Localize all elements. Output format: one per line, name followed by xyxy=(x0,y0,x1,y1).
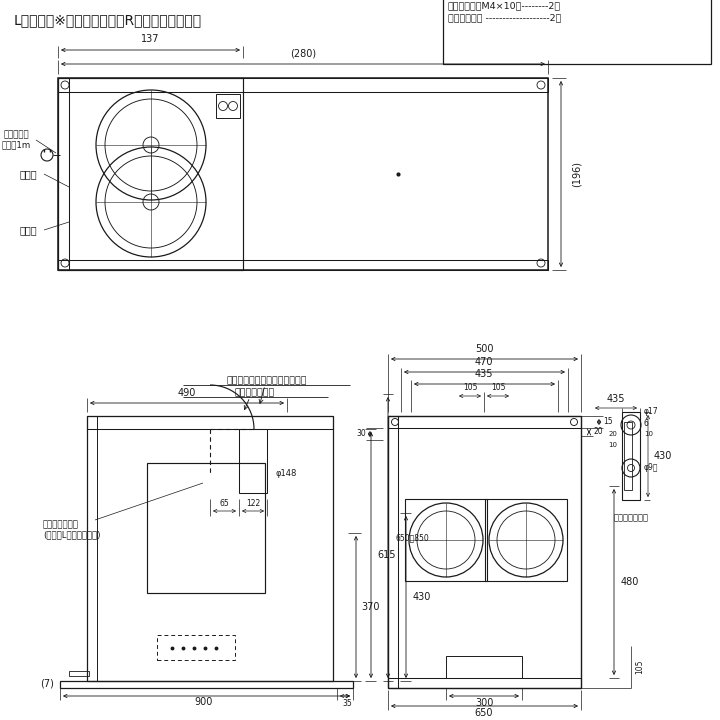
Bar xyxy=(405,499,487,581)
Text: (7): (7) xyxy=(40,679,54,689)
Text: 122: 122 xyxy=(246,499,260,508)
Text: 排気口: 排気口 xyxy=(19,225,37,235)
Text: 490: 490 xyxy=(178,388,196,398)
Bar xyxy=(485,499,567,581)
Text: 35: 35 xyxy=(342,699,352,708)
Bar xyxy=(87,416,97,681)
Bar xyxy=(58,78,69,270)
Text: 430: 430 xyxy=(654,451,672,461)
Text: 430: 430 xyxy=(413,592,431,602)
Bar xyxy=(388,416,581,688)
Text: 15: 15 xyxy=(603,418,613,426)
Text: 650～850: 650～850 xyxy=(395,534,428,542)
Bar xyxy=(388,416,581,428)
Text: φ148: φ148 xyxy=(275,469,297,479)
Text: トラスねじ（M4×10）--------2本: トラスねじ（M4×10）--------2本 xyxy=(448,1,561,11)
Bar xyxy=(443,0,711,64)
Text: 500: 500 xyxy=(474,344,493,354)
Bar xyxy=(58,260,548,270)
Bar xyxy=(87,416,333,429)
Text: 615: 615 xyxy=(377,550,395,560)
Text: (280): (280) xyxy=(290,48,316,58)
Text: 900: 900 xyxy=(195,697,213,707)
Text: 本体取付穴詳細: 本体取付穴詳細 xyxy=(613,513,649,522)
Text: (196): (196) xyxy=(572,161,582,187)
Bar xyxy=(60,681,353,688)
Text: 470: 470 xyxy=(474,357,493,367)
Text: 10: 10 xyxy=(644,431,653,437)
Text: ソフトテープ -------------------2本: ソフトテープ -------------------2本 xyxy=(448,14,562,22)
Text: 後方排気の場合
(別売品L形ダクト使用): 後方排気の場合 (別売品L形ダクト使用) xyxy=(43,521,101,540)
Text: φ9穴: φ9穴 xyxy=(644,464,659,472)
Text: φ17: φ17 xyxy=(644,408,659,416)
Text: 電源コード
機外長1m: 電源コード 機外長1m xyxy=(1,130,31,150)
Text: 給気口: 給気口 xyxy=(19,169,37,179)
Text: 137: 137 xyxy=(140,34,159,44)
Text: Lタイプ　※下記寸法以外はRタイプに準ずる。: Lタイプ ※下記寸法以外はRタイプに準ずる。 xyxy=(14,13,202,27)
Bar xyxy=(69,671,89,676)
Text: ダクトカバー吊金具取付穴位置: ダクトカバー吊金具取付穴位置 xyxy=(227,377,307,385)
Text: 10: 10 xyxy=(608,442,617,448)
Bar xyxy=(58,78,243,270)
Bar xyxy=(147,463,265,593)
Bar xyxy=(624,422,632,490)
Text: 本体取付穴位置: 本体取付穴位置 xyxy=(235,389,275,397)
Text: 435: 435 xyxy=(474,369,493,379)
Bar xyxy=(58,78,548,270)
Text: 370: 370 xyxy=(361,602,379,612)
Text: 65: 65 xyxy=(219,499,229,508)
Text: 105: 105 xyxy=(635,660,644,674)
Bar xyxy=(58,78,548,92)
Text: 480: 480 xyxy=(621,577,639,587)
Text: 20: 20 xyxy=(608,431,617,437)
Bar xyxy=(388,678,581,688)
Text: 435: 435 xyxy=(607,394,625,404)
Text: 300: 300 xyxy=(474,698,493,708)
Bar xyxy=(239,429,267,493)
Bar xyxy=(87,416,333,681)
Text: 20: 20 xyxy=(593,428,603,436)
Bar xyxy=(622,412,640,500)
Bar xyxy=(216,94,240,118)
Bar xyxy=(388,416,398,688)
Bar xyxy=(157,635,235,660)
Text: 105: 105 xyxy=(463,383,477,392)
Text: 650: 650 xyxy=(474,708,493,718)
Text: 105: 105 xyxy=(491,383,505,392)
Text: 30: 30 xyxy=(356,430,366,438)
Text: 6: 6 xyxy=(644,418,649,428)
Bar xyxy=(446,656,522,678)
